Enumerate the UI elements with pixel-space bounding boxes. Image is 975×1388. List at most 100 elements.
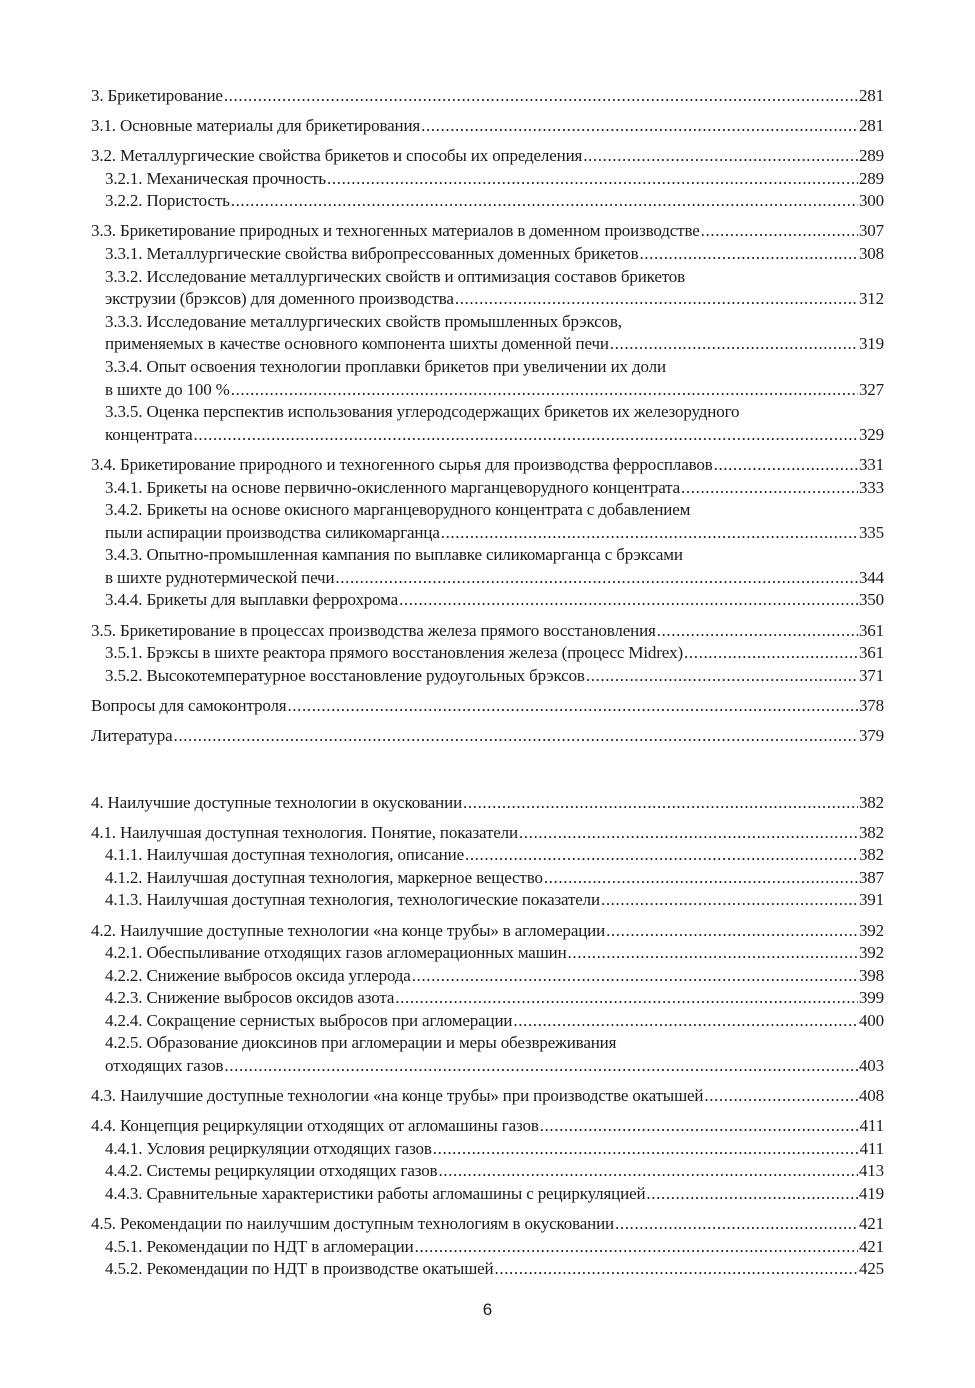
dot-leader: [463, 792, 858, 815]
toc-line: 4.4. Концепция рециркуляции отходящих от…: [91, 1115, 884, 1138]
toc-line: 3.5. Брикетирование в процессах производ…: [91, 620, 884, 643]
toc-line: экструзии (брэксов) для доменного произв…: [91, 288, 884, 311]
toc-page-number: 382: [858, 792, 884, 812]
toc-subsection[interactable]: 4.2.5. Образование диоксинов при агломер…: [91, 1032, 884, 1077]
toc-subsection[interactable]: 3.3.2. Исследование металлургических сво…: [91, 266, 884, 311]
toc-page-number: 319: [858, 334, 884, 354]
dot-leader: [224, 1055, 858, 1078]
toc-subsection[interactable]: 4.5.2. Рекомендации по НДТ в производств…: [91, 1258, 884, 1281]
dot-leader: [438, 1160, 858, 1183]
toc-subsection[interactable]: 3.4.2. Брикеты на основе окисного марган…: [91, 499, 884, 544]
toc-line: 4.1. Наилучшая доступная технология. Пон…: [91, 822, 884, 845]
toc-line: 3.3.3. Исследование металлургических сво…: [91, 311, 884, 334]
dot-leader: [646, 1183, 858, 1206]
toc-group: 4.2. Наилучшие доступные технологии «на …: [91, 920, 884, 1078]
toc-page-number: 281: [858, 86, 884, 105]
toc-entry-title: экструзии (брэксов) для доменного произв…: [105, 289, 454, 309]
toc-entry-title: 4.4. Концепция рециркуляции отходящих от…: [91, 1116, 539, 1136]
toc-section[interactable]: 4.5. Рекомендации по наилучшим доступным…: [91, 1213, 884, 1236]
toc-page-number: 335: [858, 522, 884, 542]
dot-leader: [704, 1085, 858, 1108]
toc-entry-title: 3.3.1. Металлургические свойства вибропр…: [105, 244, 639, 264]
dot-leader: [657, 620, 858, 643]
toc-subsection[interactable]: 4.4.2. Системы рециркуляции отходящих га…: [91, 1160, 884, 1183]
toc-subsection[interactable]: 4.4.1. Условия рециркуляции отходящих га…: [91, 1138, 884, 1161]
toc-line: 4.1.1. Наилучшая доступная технология, о…: [91, 844, 884, 867]
toc-line: 3.1. Основные материалы для брикетирован…: [91, 115, 884, 138]
toc-section[interactable]: 3.3. Брикетирование природных и техноген…: [91, 220, 884, 243]
dot-leader: [606, 920, 858, 943]
toc-subsection[interactable]: 3.5.2. Высокотемпературное восстановлени…: [91, 665, 884, 688]
dot-leader: [455, 288, 858, 311]
toc-section[interactable]: 4.3. Наилучшие доступные технологии «на …: [91, 1085, 884, 1108]
toc-page-number: 411: [859, 1138, 885, 1158]
toc-subsection[interactable]: 3.4.1. Брикеты на основе первично-окисле…: [91, 477, 884, 500]
toc-line: отходящих газов 403: [91, 1055, 884, 1078]
toc-subsection[interactable]: 4.1.2. Наилучшая доступная технология, м…: [91, 867, 884, 890]
toc-page-number: 419: [858, 1184, 884, 1204]
toc-page-number: 307: [858, 221, 884, 241]
toc-subsection[interactable]: 3.3.4. Опыт освоения технологии проплавк…: [91, 356, 884, 401]
toc-page-number: 413: [858, 1161, 884, 1181]
toc-entry-title: 3.4.3. Опытно-промышленная кампания по в…: [105, 545, 683, 565]
dot-leader: [519, 822, 858, 845]
toc-group: Вопросы для самоконтроля 378: [91, 695, 884, 718]
toc-group: 4.3. Наилучшие доступные технологии «на …: [91, 1085, 884, 1108]
toc-subsection[interactable]: 3.2.1. Механическая прочность 289: [91, 168, 884, 191]
toc-section[interactable]: 4. Наилучшие доступные технологии в окус…: [91, 792, 884, 815]
toc-line: 3. Брикетирование 281: [91, 85, 884, 108]
toc-section[interactable]: 3.2. Металлургические свойства брикетов …: [91, 145, 884, 168]
toc-subsection[interactable]: 4.4.3. Сравнительные характеристики рабо…: [91, 1183, 884, 1206]
dot-leader: [412, 965, 858, 988]
toc-entry-title: 3. Брикетирование: [91, 86, 223, 105]
toc-subsection[interactable]: 4.2.2. Снижение выбросов оксида углерода…: [91, 965, 884, 988]
dot-leader: [681, 477, 858, 500]
dot-leader: [495, 1258, 858, 1281]
toc-entry-title: 3.2. Металлургические свойства брикетов …: [91, 146, 583, 166]
toc-entry-title: 4.4.3. Сравнительные характеристики рабо…: [105, 1184, 646, 1204]
toc-entry-title: отходящих газов: [105, 1056, 224, 1076]
toc-section[interactable]: 4.4. Концепция рециркуляции отходящих от…: [91, 1115, 884, 1138]
toc-subsection[interactable]: 4.1.3. Наилучшая доступная технология, т…: [91, 889, 884, 912]
toc-line: в шихте до 100 % 327: [91, 379, 884, 402]
toc-subsection[interactable]: 3.2.2. Пористость 300: [91, 190, 884, 213]
toc-page-number: 425: [858, 1259, 884, 1279]
toc-line: 4.4.2. Системы рециркуляции отходящих га…: [91, 1160, 884, 1183]
toc-subsection[interactable]: 3.3.5. Оценка перспектив использования у…: [91, 401, 884, 446]
toc-section[interactable]: 4.2. Наилучшие доступные технологии «на …: [91, 920, 884, 943]
toc-line: 3.4.1. Брикеты на основе первично-окисле…: [91, 477, 884, 500]
dot-leader: [415, 1236, 858, 1259]
toc-section[interactable]: 4.1. Наилучшая доступная технология. Пон…: [91, 822, 884, 845]
toc-subsection[interactable]: 3.4.4. Брикеты для выплавки феррохрома 35…: [91, 589, 884, 612]
toc-subsection[interactable]: 4.2.4. Сокращение сернистых выбросов при…: [91, 1010, 884, 1033]
dot-leader: [327, 168, 858, 191]
toc-subsection[interactable]: 3.3.3. Исследование металлургических сво…: [91, 311, 884, 356]
dot-leader: [701, 220, 858, 243]
toc-page-number: 333: [858, 477, 884, 497]
toc-group: 3.1. Основные материалы для брикетирован…: [91, 115, 884, 138]
toc-subsection[interactable]: 3.5.1. Брэксы в шихте реактора прямого в…: [91, 642, 884, 665]
dot-leader: [441, 522, 858, 545]
toc-group: 3. Брикетирование 281: [91, 85, 884, 108]
toc-subsection[interactable]: 4.2.1. Обеспыливание отходящих газов агл…: [91, 942, 884, 965]
toc-section[interactable]: 3.1. Основные материалы для брикетирован…: [91, 115, 884, 138]
toc-subsection[interactable]: 4.5.1. Рекомендации по НДТ в агломерации…: [91, 1236, 884, 1259]
toc-subsection[interactable]: 4.1.1. Наилучшая доступная технология, о…: [91, 844, 884, 867]
toc-section[interactable]: Литература 379: [91, 725, 884, 748]
toc-subsection[interactable]: 4.2.3. Снижение выбросов оксидов азота 39…: [91, 987, 884, 1010]
toc-line: 3.4.4. Брикеты для выплавки феррохрома 35…: [91, 589, 884, 612]
toc-page-number: 378: [858, 695, 884, 715]
toc-section[interactable]: 3.4. Брикетирование природного и техноге…: [91, 454, 884, 477]
toc-section[interactable]: Вопросы для самоконтроля 378: [91, 695, 884, 718]
toc-subsection[interactable]: 3.3.1. Металлургические свойства вибропр…: [91, 243, 884, 266]
toc-page-number: 421: [858, 1214, 884, 1234]
toc-subsection[interactable]: 3.4.3. Опытно-промышленная кампания по в…: [91, 544, 884, 589]
toc-group: 3.4. Брикетирование природного и техноге…: [91, 454, 884, 612]
toc-line: 4.2.3. Снижение выбросов оксидов азота 39…: [91, 987, 884, 1010]
toc-section[interactable]: 3. Брикетирование 281: [91, 85, 884, 108]
toc-group: 4.5. Рекомендации по наилучшим доступным…: [91, 1213, 884, 1281]
toc-section[interactable]: 3.5. Брикетирование в процессах производ…: [91, 620, 884, 643]
dot-leader: [540, 1115, 859, 1138]
toc-entry-title: 3.3.2. Исследование металлургических сво…: [105, 266, 686, 286]
dot-leader: [231, 190, 858, 213]
